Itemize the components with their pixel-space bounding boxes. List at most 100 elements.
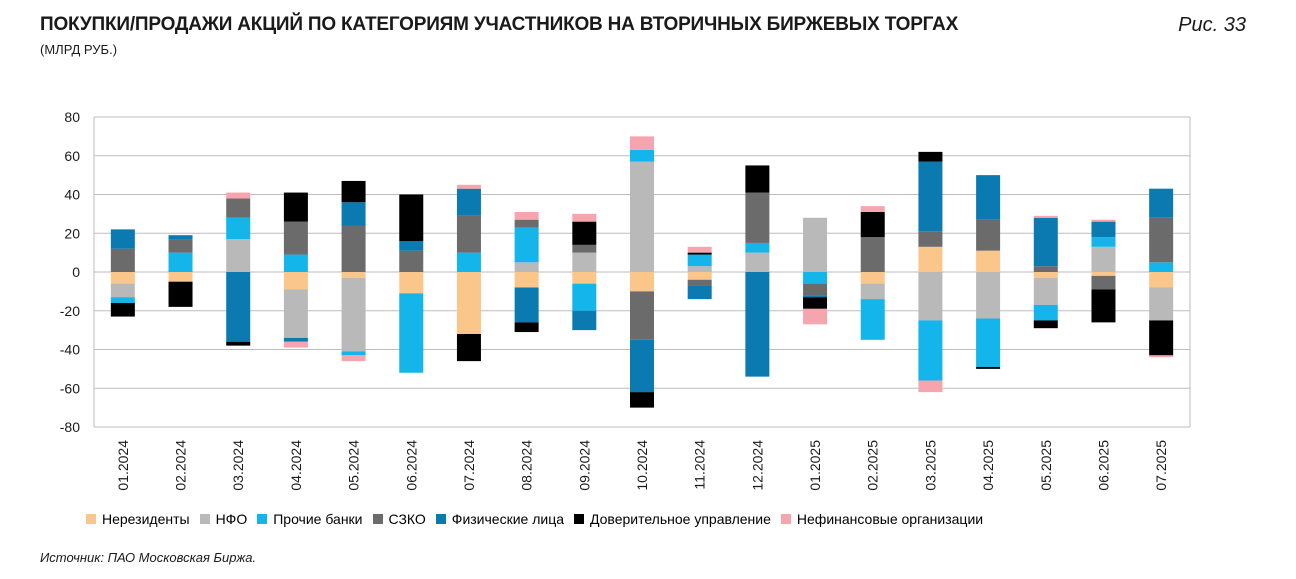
legend-label: СЗКО xyxy=(388,511,426,527)
bar-segment xyxy=(745,242,770,253)
y-tick-label: -20 xyxy=(60,303,80,319)
bar-segment xyxy=(572,283,597,311)
bar-segment xyxy=(630,392,654,408)
legend-label: Прочие банки xyxy=(273,511,363,527)
bar-segment xyxy=(687,285,712,300)
x-tick-label: 05.2024 xyxy=(346,440,362,491)
bar-segment xyxy=(1033,304,1058,321)
bar-segment xyxy=(168,239,193,253)
x-tick-label: 06.2025 xyxy=(1095,440,1111,491)
bar-segment xyxy=(976,272,1001,319)
legend-swatch xyxy=(574,514,584,524)
bar-segment xyxy=(514,227,539,263)
bar-segment xyxy=(283,341,308,348)
bar-segment xyxy=(1091,246,1116,272)
bar-segment xyxy=(1091,219,1116,222)
bar-segment xyxy=(1033,272,1058,278)
bar-segment xyxy=(918,151,943,162)
bar-segment xyxy=(168,281,193,307)
bar-segment xyxy=(399,250,424,272)
bar-segment xyxy=(630,149,654,162)
bar-segment xyxy=(341,351,366,356)
bar-segment xyxy=(630,161,654,272)
legend-item: Физические лица xyxy=(435,511,564,527)
bar-segment xyxy=(918,161,943,232)
x-tick-label: 11.2024 xyxy=(692,440,708,490)
x-tick-label: 04.2025 xyxy=(980,440,996,491)
chart-legend: Нерезиденты НФО Прочие банки СЗКО Физические… xyxy=(86,511,993,527)
x-tick-label: 06.2024 xyxy=(403,440,419,491)
y-tick-label: 80 xyxy=(64,109,80,125)
bar-segment xyxy=(1149,188,1174,218)
bar-segment xyxy=(1149,355,1174,358)
bar-segment xyxy=(860,283,885,300)
bar-segment xyxy=(803,283,828,296)
bar-segment xyxy=(687,246,712,253)
legend-label: НФО xyxy=(215,511,248,527)
bar-segment xyxy=(1149,272,1174,288)
bar-segment xyxy=(918,272,943,321)
bar-segment xyxy=(687,272,712,280)
legend-swatch xyxy=(257,514,268,524)
bar-segment xyxy=(399,293,424,373)
source-note: Источник: ПАО Московская Биржа. xyxy=(40,550,257,565)
bar-segment xyxy=(456,252,481,272)
bar-segment xyxy=(341,180,366,203)
y-tick-label: -80 xyxy=(60,419,80,435)
bar-segment xyxy=(226,341,251,346)
legend-swatch xyxy=(86,514,96,524)
chart-title: ПОКУПКИ/ПРОДАЖИ АКЦИЙ ПО КАТЕГОРИЯМ УЧАС… xyxy=(40,14,959,35)
bar-segment xyxy=(456,188,481,216)
bar-segment xyxy=(860,211,885,238)
bar-segment xyxy=(110,297,135,303)
bar-segment xyxy=(456,334,481,362)
bar-segment xyxy=(514,262,539,272)
x-tick-label: 02.2024 xyxy=(173,440,189,491)
x-tick-label: 09.2024 xyxy=(576,440,592,491)
bar-segment xyxy=(283,337,308,342)
bar-segment xyxy=(226,272,251,342)
legend-swatch xyxy=(435,514,446,524)
bar-segment xyxy=(1149,320,1174,356)
bar-segment xyxy=(341,277,366,352)
bar-segment xyxy=(803,217,828,272)
bar-segment xyxy=(168,235,193,240)
y-tick-label: -60 xyxy=(60,380,80,396)
legend-label: Доверительное управление xyxy=(590,511,771,527)
bar-segment xyxy=(803,295,828,298)
bar-segment xyxy=(572,213,597,222)
bar-segment xyxy=(1033,217,1058,267)
bar-segment xyxy=(687,252,712,255)
bar-segment xyxy=(745,272,770,377)
bar-segment xyxy=(341,355,366,362)
x-tick-label: 01.2025 xyxy=(807,440,823,491)
x-tick-label: 03.2024 xyxy=(230,440,246,491)
legend-label: Нерезиденты xyxy=(102,511,190,527)
bar-segment xyxy=(514,287,539,323)
y-tick-label: 40 xyxy=(64,187,80,203)
bar-segment xyxy=(976,318,1001,367)
bar-segment xyxy=(572,310,597,331)
x-tick-label: 10.2024 xyxy=(634,440,650,491)
x-tick-label: 02.2025 xyxy=(865,440,881,491)
bar-segment xyxy=(1091,289,1116,323)
bar-segment xyxy=(572,252,597,272)
bar-segment xyxy=(283,192,308,222)
legend-label: Физические лица xyxy=(451,511,564,527)
x-tick-label: 12.2024 xyxy=(749,440,765,491)
bar-segment xyxy=(226,198,251,218)
bar-segment xyxy=(860,299,885,340)
bar-segment xyxy=(687,266,712,272)
bar-segment xyxy=(341,202,366,226)
y-tick-label: 20 xyxy=(64,225,80,241)
bar-segment xyxy=(1149,262,1174,272)
bar-segment xyxy=(514,272,539,288)
legend-item: СЗКО xyxy=(372,511,426,527)
bar-segment xyxy=(110,248,135,272)
legend-item: Нефинансовые организации xyxy=(780,511,983,527)
bar-segment xyxy=(226,192,251,199)
bar-segment xyxy=(687,279,712,286)
bar-segment xyxy=(1091,237,1116,247)
bar-segment xyxy=(803,308,828,325)
legend-swatch xyxy=(372,514,383,524)
